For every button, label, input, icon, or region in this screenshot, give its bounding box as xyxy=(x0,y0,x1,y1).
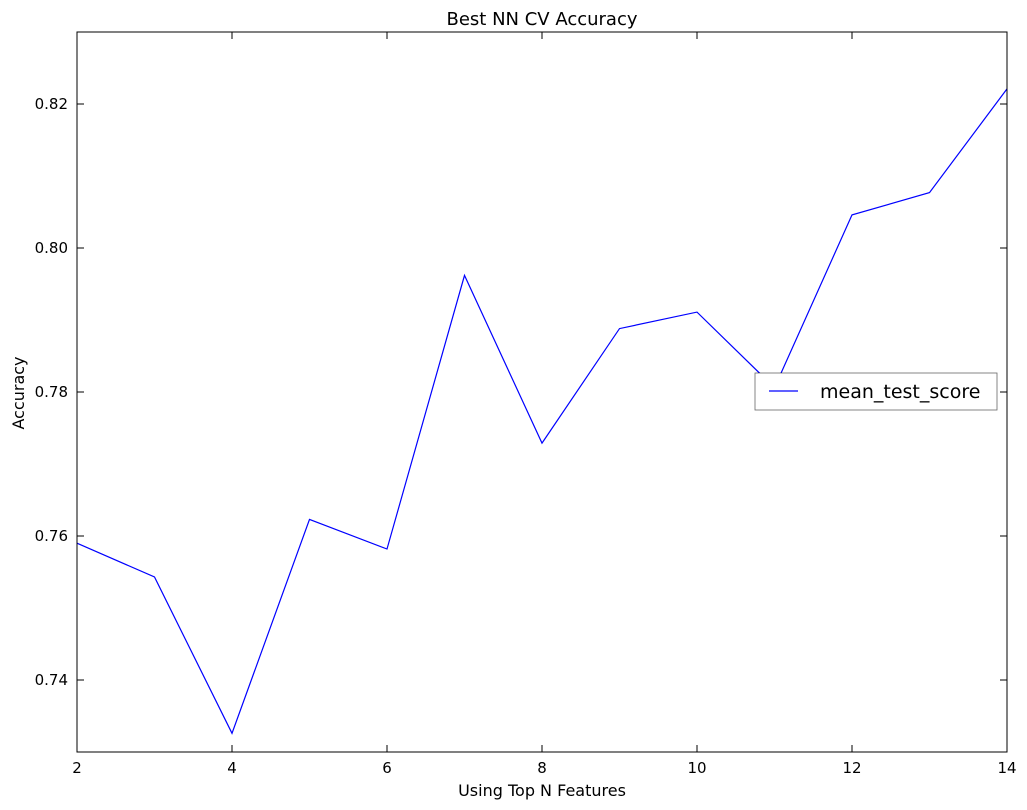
y-tick-label: 0.82 xyxy=(35,95,68,113)
axis-ticks: 2 4 6 8 10 12 14 0.74 0.76 0.78 0.80 0.82 xyxy=(35,32,1017,777)
x-tick-label: 14 xyxy=(997,759,1016,777)
chart-title: Best NN CV Accuracy xyxy=(446,9,637,30)
series-line-mean_test_score xyxy=(76,88,1008,735)
x-tick-label: 6 xyxy=(382,759,392,777)
x-axis-label: Using Top N Features xyxy=(458,781,626,800)
y-axis-label: Accuracy xyxy=(9,356,28,429)
legend: mean_test_score xyxy=(754,372,998,411)
y-tick-label: 0.74 xyxy=(35,671,68,689)
series-group xyxy=(76,88,1008,735)
x-tick-label: 2 xyxy=(72,759,82,777)
x-tick-label: 12 xyxy=(842,759,861,777)
legend-label-mean-test-score: mean_test_score xyxy=(820,381,980,403)
y-tick-label: 0.80 xyxy=(35,239,68,257)
y-tick-label: 0.78 xyxy=(35,383,68,401)
plot-frame xyxy=(76,31,1008,753)
x-tick-label: 10 xyxy=(687,759,706,777)
x-tick-label: 8 xyxy=(537,759,547,777)
x-tick-label: 4 xyxy=(227,759,237,777)
y-tick-label: 0.76 xyxy=(35,527,68,545)
